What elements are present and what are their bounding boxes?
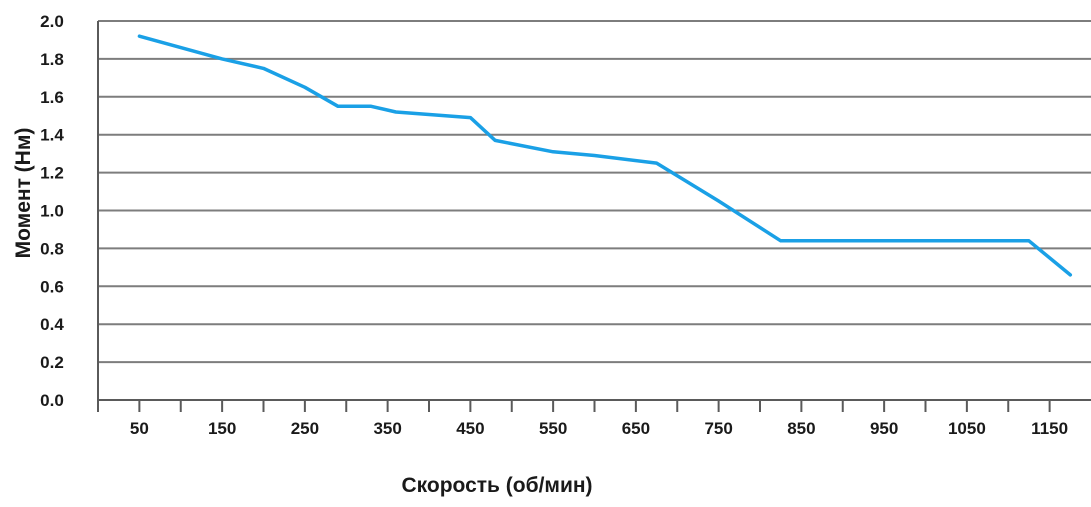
y-tick-label: 0.2 — [40, 353, 64, 372]
x-axis-title: Скорость (об/мин) — [401, 474, 592, 497]
y-tick-label: 1.2 — [40, 164, 64, 183]
grid-lines — [98, 20, 1091, 401]
series-layer — [137, 34, 1073, 277]
y-tick-label: 2.0 — [40, 12, 64, 31]
x-tick-label: 750 — [704, 419, 732, 438]
x-tick-label: 250 — [291, 419, 319, 438]
y-tick-label: 1.6 — [40, 88, 64, 107]
y-tick-label: 1.0 — [40, 202, 64, 221]
y-tick-label: 0.6 — [40, 277, 64, 296]
x-tick-label: 850 — [787, 419, 815, 438]
y-tick-label: 0.4 — [40, 315, 64, 334]
y-axis: 0.0 0.2 0.4 0.6 0.8 1.0 1.2 1.4 1.6 1.8 2.0 — [40, 12, 99, 412]
x-tick-label: 150 — [208, 419, 236, 438]
x-tick-label: 950 — [870, 419, 898, 438]
y-tick-label: 1.4 — [40, 126, 64, 145]
y-tick-label: 0.8 — [40, 239, 64, 258]
x-tick-label: 450 — [456, 419, 484, 438]
x-tick-label: 350 — [373, 419, 401, 438]
x-tick-label: 650 — [622, 419, 650, 438]
y-tick-label: 0.0 — [40, 391, 64, 410]
x-tick-label: 1050 — [948, 419, 986, 438]
series-line — [137, 34, 1073, 277]
y-tick-label: 1.8 — [40, 50, 64, 69]
x-tick-label: 550 — [539, 419, 567, 438]
x-axis: 50 150 250 350 450 550 650 750 850 950 1050 1150 — [130, 400, 1068, 438]
x-tick-label: 1150 — [1031, 419, 1068, 438]
y-axis-title: Момент (Нм) — [12, 128, 35, 259]
x-tick-label: 50 — [130, 419, 149, 438]
